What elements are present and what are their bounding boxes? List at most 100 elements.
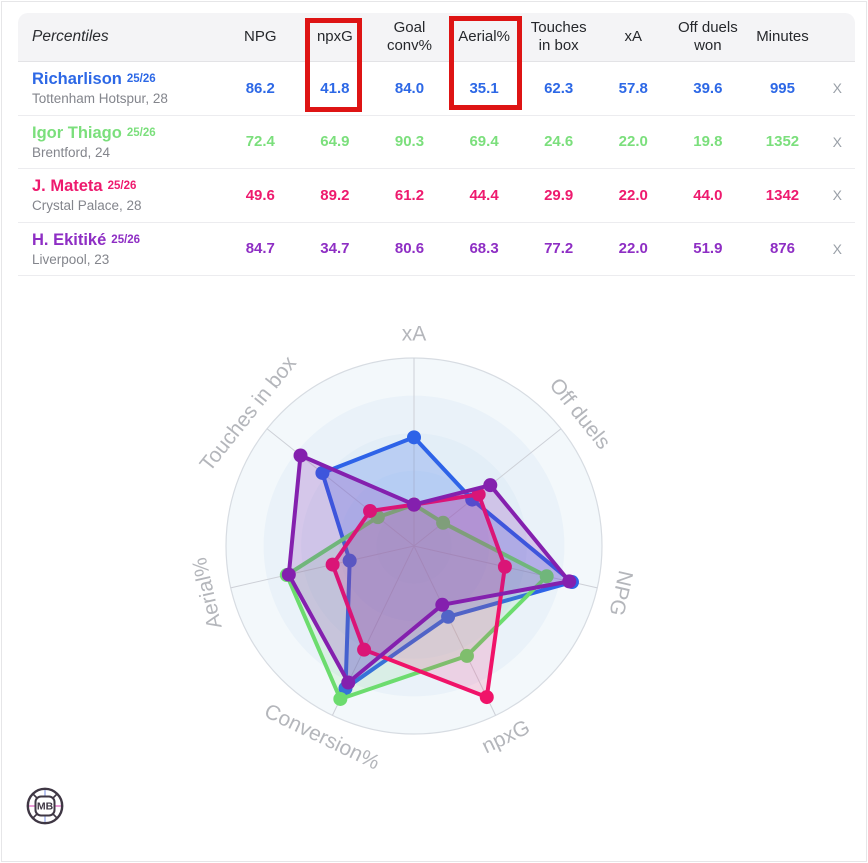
radar-data-point — [342, 553, 357, 568]
remove-player-button[interactable]: X — [827, 239, 848, 259]
stat-value: 69.4 — [469, 133, 499, 151]
stat-value: 62.3 — [544, 79, 574, 97]
stat-value: 44.0 — [693, 186, 723, 204]
remove-cell: X — [820, 185, 855, 205]
radar-data-point — [483, 478, 498, 493]
radar-data-point — [435, 597, 450, 612]
stat-value: 90.3 — [394, 133, 425, 151]
column-header-touches: Touches in box — [530, 19, 587, 54]
stat-value: 84.0 — [394, 79, 425, 97]
stat-value: 68.3 — [469, 240, 499, 258]
stat-value: 22.0 — [618, 240, 648, 258]
stat-value: 89.2 — [320, 186, 350, 204]
mb-logo-text: MB — [37, 801, 54, 813]
remove-cell: X — [820, 132, 855, 152]
stat-value: 1342 — [765, 186, 800, 204]
player-name-cell: J. Mateta 25/26 Crystal Palace, 28 — [18, 177, 223, 213]
table-header-percentiles: Percentiles — [32, 27, 109, 45]
player-name-cell: Igor Thiago 25/26 Brentford, 24 — [18, 124, 223, 160]
radar-axis-label: npxG — [478, 716, 533, 759]
radar-data-point — [479, 690, 494, 705]
column-header-npxg: npxG — [316, 28, 353, 45]
mb-logo-ball: MB — [26, 787, 64, 825]
column-header-xa: xA — [624, 28, 643, 45]
stat-value: 35.1 — [469, 79, 499, 97]
player-name-cell: H. Ekitiké 25/26 Liverpool, 23 — [18, 231, 223, 267]
stat-value: 39.6 — [693, 79, 723, 97]
stat-value: 1352 — [765, 133, 800, 151]
player-name: J. Mateta — [32, 177, 103, 196]
stat-value: 995 — [769, 79, 795, 97]
stat-value: 29.9 — [544, 186, 574, 204]
radar-series-h-ekitik- — [286, 453, 572, 685]
player-row: Richarlison 25/26 Tottenham Hotspur, 28 86.… — [18, 62, 855, 115]
player-season: 25/26 — [107, 180, 137, 193]
stat-value: 22.0 — [618, 133, 648, 151]
radar-data-point — [281, 567, 296, 582]
stat-value: 51.9 — [693, 240, 723, 258]
radar-data-point — [459, 648, 474, 663]
remove-cell: X — [820, 78, 855, 98]
radar-data-point — [315, 465, 330, 480]
radar-spoke — [230, 545, 415, 589]
player-name: Richarlison — [32, 70, 122, 89]
column-header-minutes: Minutes — [756, 28, 809, 45]
stat-value: 41.8 — [320, 79, 350, 97]
radar-axis-label: Aerial% — [188, 555, 227, 631]
percentiles-table: Percentiles NPG npxG Goal conv% Aerial% … — [18, 13, 855, 276]
radar-data-point — [293, 448, 308, 463]
table-header: Percentiles NPG npxG Goal conv% Aerial% … — [18, 13, 855, 62]
stat-value: 64.9 — [320, 133, 350, 151]
stat-value: 61.2 — [394, 186, 425, 204]
stat-value: 72.4 — [245, 133, 275, 151]
stat-value: 77.2 — [544, 240, 574, 258]
radar-series-richarlison — [320, 435, 574, 691]
player-row: Igor Thiago 25/26 Brentford, 24 72.4 64.9 90.… — [18, 114, 855, 168]
stat-value: 80.6 — [394, 240, 425, 258]
mb-logo: MB — [26, 787, 64, 825]
player-name-cell: Richarlison 25/26 Tottenham Hotspur, 28 — [18, 70, 223, 106]
remove-player-button[interactable]: X — [827, 132, 848, 152]
stat-value: 876 — [769, 240, 795, 258]
player-club: Crystal Palace, 28 — [32, 198, 142, 214]
column-header-goal-conv: Goal conv% — [386, 19, 432, 54]
player-name: Igor Thiago — [32, 123, 122, 142]
radar-axis-label: NPG — [604, 568, 637, 617]
remove-player-button[interactable]: X — [827, 185, 848, 205]
player-club: Brentford, 24 — [32, 144, 111, 160]
radar-data-point — [357, 642, 372, 657]
player-club: Liverpool, 23 — [32, 251, 110, 267]
radar-series-igor-thiago — [284, 502, 549, 701]
radar-data-point — [539, 569, 554, 584]
column-header-npg: NPG — [244, 28, 277, 45]
remove-cell: X — [820, 239, 855, 259]
radar-data-point — [363, 503, 378, 518]
stat-value: 19.8 — [693, 133, 723, 151]
radar-data-point — [562, 574, 577, 589]
radar-data-point — [407, 497, 421, 512]
player-season: 25/26 — [126, 126, 156, 139]
radar-series-j-mateta — [330, 492, 507, 700]
radar-data-point — [341, 675, 356, 690]
radar-data-point — [325, 557, 340, 572]
player-row: J. Mateta 25/26 Crystal Palace, 28 49.6 89.2… — [18, 168, 855, 222]
radar-data-point — [497, 559, 512, 574]
radar-data-point — [333, 691, 348, 706]
stat-value: 34.7 — [320, 240, 350, 258]
stat-value: 49.6 — [245, 186, 275, 204]
stat-value: 24.6 — [544, 133, 574, 151]
radar-spoke — [266, 428, 415, 547]
column-header-aerial: Aerial% — [458, 28, 510, 45]
player-season: 25/26 — [111, 233, 141, 246]
table-body: Richarlison 25/26 Tottenham Hotspur, 28 86.… — [18, 62, 855, 276]
stat-value: 44.4 — [469, 186, 499, 204]
column-header-off-duels: Off duels won — [677, 19, 738, 54]
radar-spoke — [413, 545, 497, 716]
radar-data-point — [407, 430, 421, 445]
stat-value: 57.8 — [618, 79, 648, 97]
stat-value: 86.2 — [245, 79, 275, 97]
remove-player-button[interactable]: X — [827, 78, 848, 98]
radar-data-point — [436, 515, 451, 530]
radar-data-point — [441, 609, 456, 624]
